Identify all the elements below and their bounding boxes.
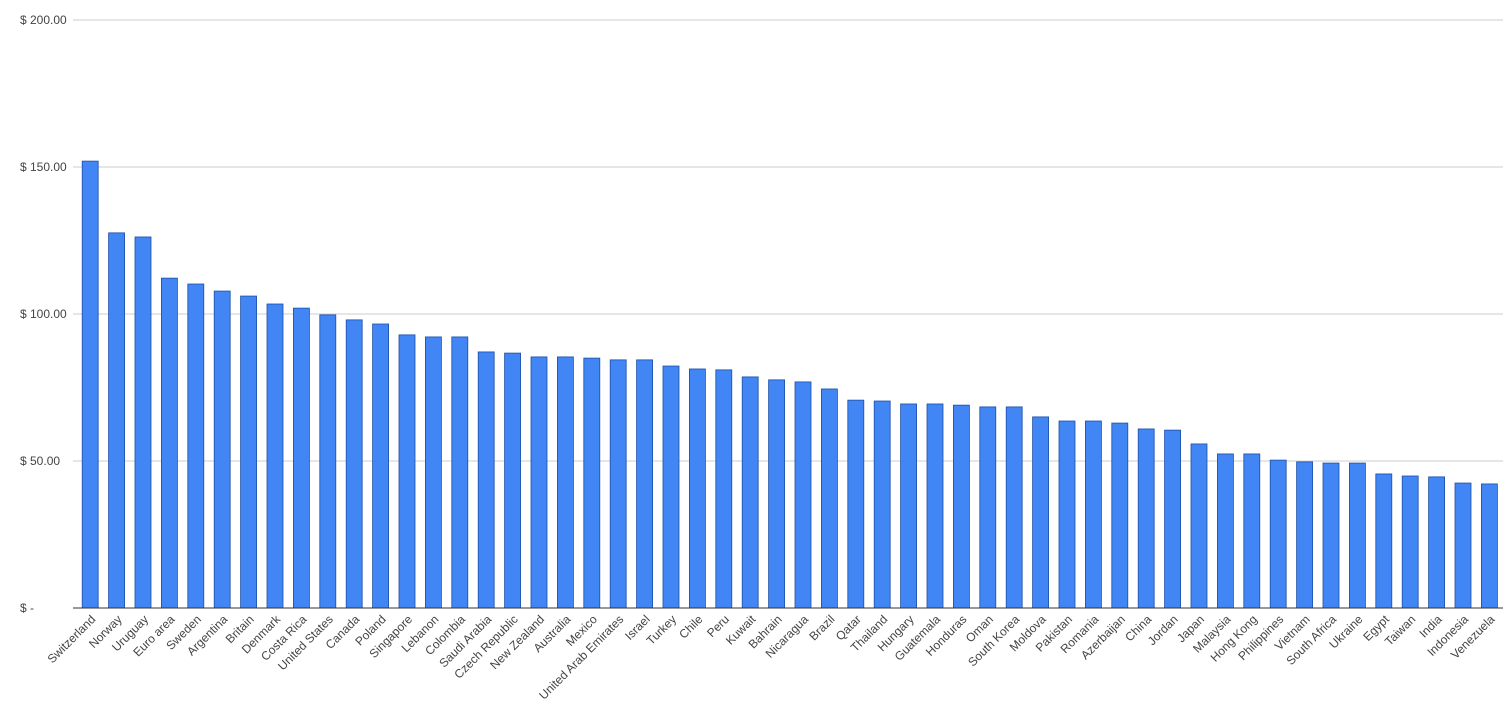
- bar: [557, 356, 574, 609]
- bar: [926, 403, 944, 609]
- bar: [847, 399, 865, 609]
- bar: [266, 303, 284, 609]
- bar: [583, 357, 601, 609]
- bar: [1375, 473, 1393, 609]
- bar: [1322, 462, 1340, 609]
- bar: [240, 295, 258, 609]
- bar: [1454, 482, 1472, 609]
- x-tick-label: Brazil: [806, 612, 837, 643]
- bar: [530, 356, 548, 609]
- bar: [1085, 420, 1102, 609]
- bar: [1217, 453, 1234, 609]
- bar: [1401, 475, 1419, 609]
- bar: [741, 376, 759, 609]
- bar: [1058, 420, 1076, 609]
- y-tick-label: $ 50.00: [20, 454, 60, 468]
- bar: [372, 323, 390, 609]
- bar: [1190, 443, 1208, 609]
- bar: [424, 336, 442, 609]
- bar: [1296, 461, 1313, 609]
- bar: [1428, 476, 1445, 609]
- bar: [900, 403, 917, 609]
- bar: [81, 160, 99, 609]
- bar: [398, 334, 416, 609]
- bar: [292, 307, 310, 609]
- bar: [1243, 453, 1261, 609]
- bar: [1481, 483, 1498, 609]
- bar: [477, 351, 495, 609]
- bar: [1349, 462, 1366, 609]
- bar: [689, 368, 706, 609]
- x-tick-label: Turkey: [644, 612, 680, 648]
- bar: [213, 290, 231, 609]
- bar: [1269, 459, 1287, 609]
- bar: [451, 336, 469, 609]
- bar: [345, 319, 363, 609]
- bar: [953, 404, 970, 609]
- bar: [1005, 406, 1023, 609]
- bar: [979, 406, 997, 609]
- bar: [794, 381, 812, 609]
- y-tick-label: $ 100.00: [20, 307, 67, 321]
- y-tick-label: $ 150.00: [20, 160, 67, 174]
- bar: [662, 365, 680, 609]
- x-tick-label: Chile: [676, 612, 705, 641]
- bar: [504, 352, 522, 609]
- bar: [187, 283, 205, 609]
- bar: [609, 359, 627, 609]
- bar: [873, 400, 891, 609]
- bar: [319, 314, 337, 609]
- bar: [636, 359, 653, 609]
- bar: [715, 369, 733, 609]
- bar: [1137, 428, 1155, 609]
- y-tick-label: $ 200.00: [20, 13, 67, 27]
- y-tick-label: $ -: [20, 601, 34, 615]
- bar: [1032, 416, 1049, 609]
- bar: [108, 232, 125, 609]
- bar: [160, 277, 178, 609]
- bar: [768, 379, 785, 609]
- bar: [821, 388, 838, 609]
- x-tick-label: Jordan: [1145, 612, 1181, 648]
- bar: [1164, 429, 1181, 609]
- bar: [1111, 422, 1129, 609]
- bar: [134, 236, 152, 609]
